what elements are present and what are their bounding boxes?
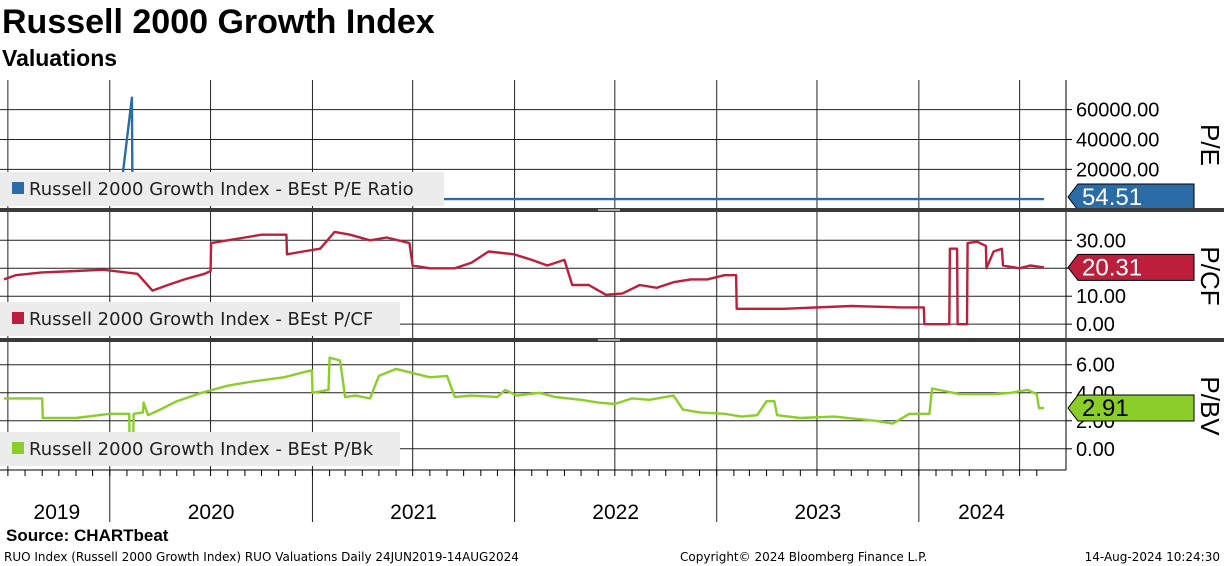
year-label: 2022 [592,501,639,524]
footer-timestamp: 14-Aug-2024 10:24:30 [1084,550,1220,564]
year-label: 2019 [34,501,81,524]
pe-last-value-badge [1067,183,1195,211]
pcf-tick-label: 10.00 [1076,286,1126,308]
pbv-axis-title: P/BV [1195,376,1224,436]
pbv-legend-swatch [12,442,24,454]
footer-series-info: RUO Index (Russell 2000 Growth Index) RU… [4,550,519,564]
panel-separator-handle [598,209,620,211]
pcf-tick-label: 30.00 [1076,230,1126,252]
pcf-last-value-label: 20.31 [1082,254,1142,281]
pe-last-value-label: 54.51 [1082,184,1142,211]
pcf-legend-label: Russell 2000 Growth Index - BEst P/CF [29,309,373,330]
pcf-legend-box [0,302,400,336]
pe-axis-title: P/E [1195,124,1224,166]
pbv-tick-label: 0.00 [1076,439,1115,461]
pe-legend-label: Russell 2000 Growth Index - BEst P/E Rat… [29,179,414,200]
pe-tick-label: 20000.00 [1076,159,1159,181]
pcf-axis-title: P/CF [1195,246,1224,305]
year-label: 2021 [390,501,437,524]
pe-legend-swatch [12,182,24,194]
pbv-tick-label: 6.00 [1076,355,1115,377]
year-label: 2023 [794,501,841,524]
chart-title: Russell 2000 Growth Index [2,3,435,41]
pcf-tick-label: 0.00 [1076,314,1115,336]
chart-subtitle: Valuations [2,45,118,71]
pcf-last-value-badge [1067,253,1195,281]
pcf-legend-swatch [12,312,24,324]
pe-tick-label: 60000.00 [1076,100,1159,122]
pe-tick-label: 40000.00 [1076,129,1159,151]
year-label: 2020 [188,501,235,524]
year-label: 2024 [958,501,1005,524]
pbv-last-value-badge [1067,394,1195,422]
pe-legend-box [0,172,444,206]
pbv-legend-label: Russell 2000 Growth Index - BEst P/Bk [29,439,374,460]
pbv-series-line [4,356,1045,450]
source-note: Source: CHARTbeat [6,526,169,545]
footer-copyright: Copyright© 2024 Bloomberg Finance L.P. [680,550,928,564]
pcf-series-line [3,230,1045,326]
plot-background [0,80,1066,470]
panel-separator-handle [598,339,620,341]
pbv-legend-box [0,432,400,466]
pbv-last-value-label: 2.91 [1082,395,1129,422]
